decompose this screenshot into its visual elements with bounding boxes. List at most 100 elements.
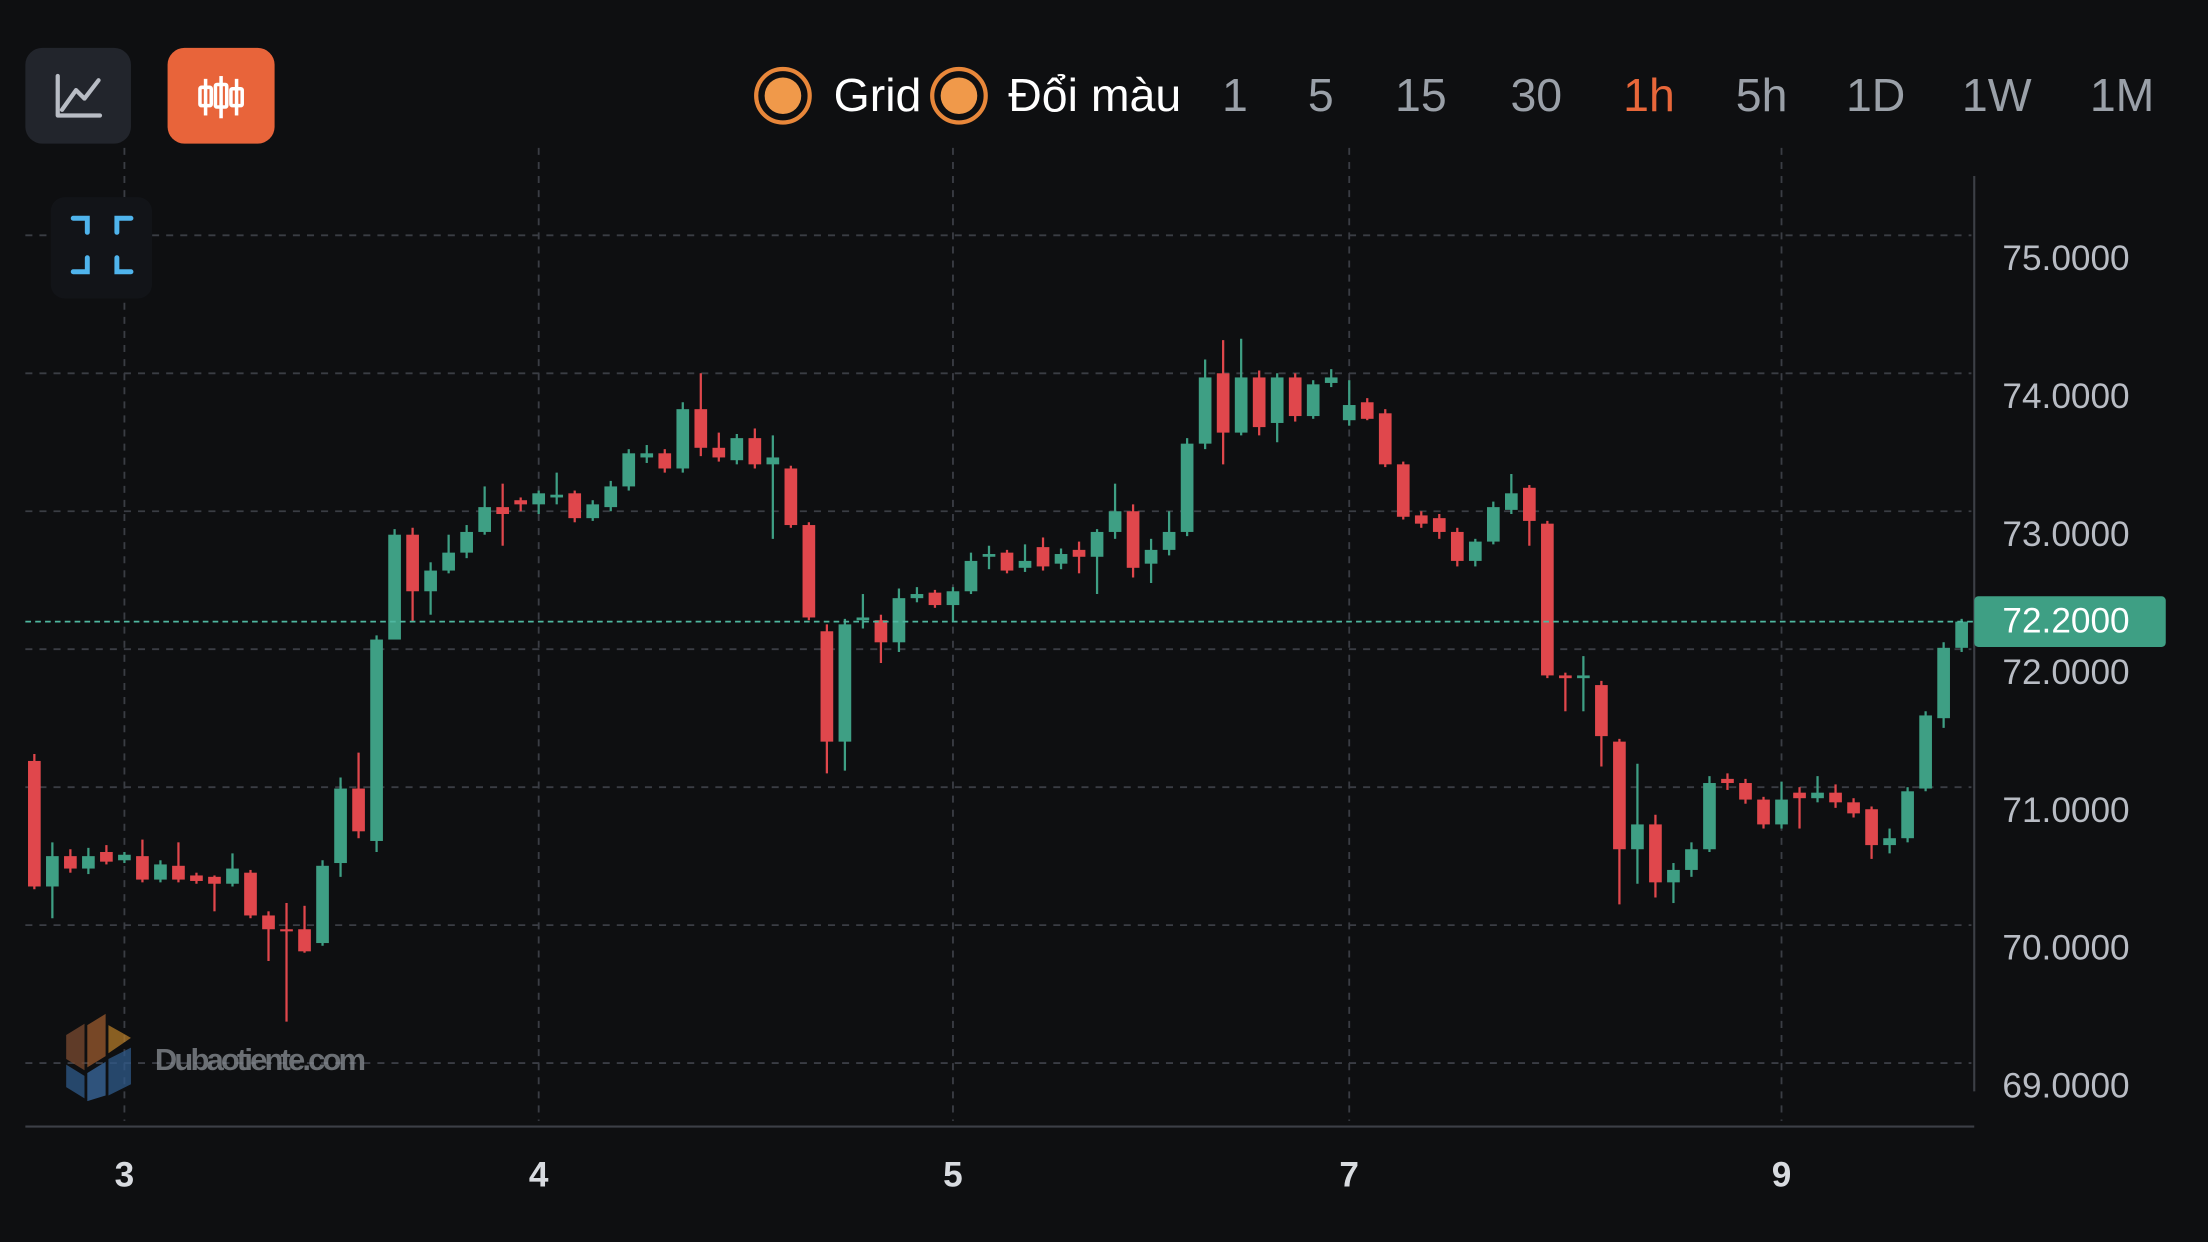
candle-body — [1198, 377, 1212, 444]
plot: 69.0000 70.0000 71.0000 72.0000 73.0000 74.00… — [25, 147, 2166, 1195]
candle-body — [1811, 792, 1824, 799]
candle-body — [1919, 715, 1932, 789]
timeframe-button[interactable]: 1h — [1623, 69, 1675, 121]
candle-body — [406, 534, 419, 592]
candle-body — [640, 453, 654, 458]
candle-body — [424, 570, 437, 592]
y-tick-label: 71.0000 — [2002, 791, 2129, 830]
candle-body — [946, 591, 960, 606]
watermark-text: Dubaotiente.com — [155, 1042, 366, 1077]
candle-body — [1270, 377, 1284, 423]
candle-body — [1036, 547, 1050, 567]
candle-body — [1216, 373, 1230, 433]
candle-body — [1523, 487, 1536, 521]
candle-body — [604, 486, 618, 508]
candle-body — [910, 594, 924, 599]
candle-body — [1306, 384, 1320, 417]
candle-body — [820, 631, 834, 742]
candle-body — [1595, 685, 1608, 737]
y-tick-label: 73.0000 — [2002, 515, 2129, 554]
candle-body — [1649, 824, 1662, 883]
candle-body — [496, 507, 510, 515]
y-tick-label: 70.0000 — [2002, 929, 2129, 968]
candle-body — [1883, 838, 1896, 846]
candle-body — [1360, 402, 1374, 419]
candle-body — [1955, 621, 1968, 648]
candle-body — [658, 453, 672, 469]
candle-body — [1072, 549, 1086, 557]
timeframe-button[interactable]: 1M — [2090, 69, 2155, 121]
line-chart-button[interactable] — [25, 47, 131, 144]
candle-body — [1775, 799, 1788, 825]
candle-body — [1613, 741, 1626, 850]
timeframe-button[interactable]: 30 — [1510, 69, 1562, 121]
candle-body — [1162, 531, 1176, 550]
y-tick-label: 74.0000 — [2002, 377, 2129, 416]
candle-body — [1667, 869, 1680, 883]
candle-body — [1234, 377, 1248, 433]
candle-body — [460, 531, 473, 553]
candle-body — [928, 592, 942, 606]
candle-body — [172, 865, 185, 880]
candle-body — [1000, 552, 1014, 571]
candle-body — [118, 854, 131, 861]
grid-toggle[interactable]: Grid — [754, 66, 921, 125]
candle-body — [208, 876, 221, 884]
color-label: Đổi màu — [1008, 69, 1181, 121]
candle-body — [1847, 802, 1860, 814]
candle-body — [982, 554, 996, 557]
current-price-label: 72.2000 — [2002, 601, 2129, 640]
candle-body — [856, 617, 870, 621]
fullscreen-button[interactable] — [50, 197, 153, 299]
candle-body — [190, 875, 203, 881]
timeframe-button[interactable]: 5 — [1308, 69, 1334, 121]
candle-body — [370, 639, 383, 841]
candle-body — [1396, 464, 1410, 517]
timeframe-button[interactable]: 5h — [1736, 69, 1788, 121]
candle-body — [730, 438, 744, 461]
candle-body — [568, 493, 582, 519]
candle-body — [748, 438, 762, 465]
candle-body — [1144, 549, 1158, 564]
candle-body — [712, 447, 726, 458]
candle-body — [1829, 792, 1842, 803]
x-tick-label: 9 — [1772, 1156, 1792, 1195]
x-tick-label: 4 — [529, 1156, 549, 1195]
timeframe-button[interactable]: 1W — [1962, 69, 2032, 121]
candle-body — [1252, 377, 1266, 428]
candle-body — [136, 856, 149, 880]
y-tick-label: 75.0000 — [2002, 239, 2129, 278]
candle-body — [1559, 675, 1572, 679]
candle-body — [1739, 783, 1752, 800]
candle-body — [1108, 511, 1122, 532]
candle-body — [262, 915, 275, 930]
timeframes: 1 5 15 30 1h 5h 1D 1W 1M — [1222, 69, 2154, 121]
candle-body — [1685, 849, 1698, 870]
y-tick-label: 69.0000 — [2002, 1067, 2129, 1106]
candle-body — [82, 856, 95, 869]
candle-body — [1631, 824, 1644, 850]
candle-body — [1414, 515, 1428, 524]
timeframe-button[interactable]: 1D — [1846, 69, 1905, 121]
color-toggle[interactable]: Đổi màu — [930, 66, 1181, 125]
timeframe-button[interactable]: 1 — [1222, 69, 1248, 121]
candle-body — [1901, 791, 1914, 839]
candle-body — [1450, 531, 1464, 561]
candle-body — [550, 494, 564, 498]
current-price-box — [1974, 596, 2166, 647]
candle-body — [514, 500, 528, 505]
candle-body — [1342, 405, 1356, 421]
candle-body — [892, 598, 906, 643]
candle-body — [1577, 675, 1590, 679]
candle-body — [442, 552, 455, 571]
candle-body — [1432, 518, 1446, 532]
candle-body — [1541, 523, 1554, 676]
candle-chart-button[interactable] — [167, 47, 275, 144]
candle-body — [1090, 531, 1104, 557]
candle-body — [1054, 554, 1068, 564]
timeframe-button[interactable]: 15 — [1395, 69, 1447, 121]
candle-body — [964, 560, 978, 592]
x-tick-label: 3 — [115, 1156, 135, 1195]
candle-body — [1378, 413, 1392, 465]
candle-body — [298, 929, 311, 952]
